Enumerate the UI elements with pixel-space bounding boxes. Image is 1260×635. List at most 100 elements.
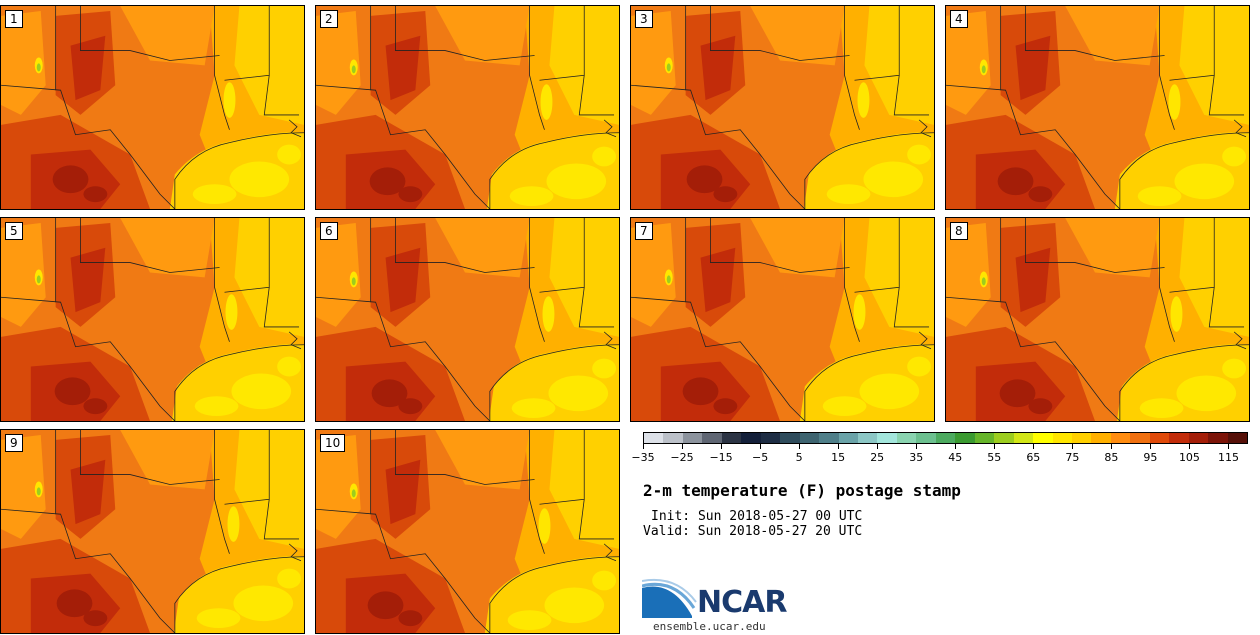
colorbar-tick-label: 55 <box>987 451 1002 464</box>
colorbar-tick-label: 85 <box>1104 451 1119 464</box>
colorbar-swatch <box>1149 433 1170 443</box>
colorbar-swatch <box>760 433 781 443</box>
ensemble-member-panel: 1 <box>0 5 305 210</box>
member-label: 7 <box>635 222 653 240</box>
colorbar-tick <box>799 444 801 449</box>
member-label: 2 <box>320 10 338 28</box>
colorbar-tick-label: 115 <box>1217 451 1239 464</box>
colorbar-tick <box>994 444 996 449</box>
colorbar-swatch <box>896 433 917 443</box>
colorbar-swatch <box>1188 433 1209 443</box>
colorbar-tick <box>955 444 957 449</box>
temperature-map <box>316 218 619 421</box>
temperature-map <box>1 218 304 421</box>
member-label: 5 <box>5 222 23 240</box>
colorbar-swatch <box>1052 433 1072 443</box>
colorbar <box>643 432 1248 444</box>
member-label: 4 <box>950 10 968 28</box>
temperature-map <box>946 218 1249 421</box>
colorbar-tick <box>838 444 840 449</box>
member-label: 10 <box>320 434 346 452</box>
ensemble-member-panel: 8 <box>945 217 1250 422</box>
member-label: 9 <box>5 434 23 452</box>
colorbar-swatch <box>1033 433 1053 443</box>
colorbar-tick <box>1189 444 1191 449</box>
colorbar-swatch <box>857 433 878 443</box>
temperature-map <box>316 6 619 209</box>
init-time: Init: Sun 2018-05-27 00 UTC <box>651 509 863 524</box>
colorbar-swatch <box>974 433 995 443</box>
temperature-map <box>631 6 934 209</box>
colorbar-tick <box>877 444 879 449</box>
ncar-logo-text: NCAR <box>697 585 787 620</box>
colorbar-tick-label: 35 <box>909 451 924 464</box>
colorbar-swatch <box>799 433 820 443</box>
colorbar-tick-label: 5 <box>795 451 803 464</box>
temperature-map <box>946 6 1249 209</box>
valid-time: Valid: Sun 2018-05-27 20 UTC <box>643 524 863 539</box>
colorbar-tick <box>1033 444 1035 449</box>
colorbar-tick-label: 65 <box>1026 451 1041 464</box>
colorbar-tick <box>1150 444 1152 449</box>
colorbar-swatch <box>1071 433 1092 443</box>
colorbar-swatch <box>819 433 839 443</box>
colorbar-swatch <box>663 433 683 443</box>
colorbar-tick <box>916 444 918 449</box>
colorbar-swatch <box>935 433 956 443</box>
ensemble-member-panel: 5 <box>0 217 305 422</box>
ensemble-member-panel: 2 <box>315 5 620 210</box>
colorbar-tick <box>643 444 644 449</box>
colorbar-tick-label: 75 <box>1065 451 1080 464</box>
ensemble-member-panel: 4 <box>945 5 1250 210</box>
colorbar-tick-label: −15 <box>709 451 733 464</box>
colorbar-swatch <box>1169 433 1189 443</box>
colorbar-tick <box>1111 444 1113 449</box>
colorbar-ticks: −35 −25 −15 −5 5 15 25 35 45 55 65 75 85 95 105 115 <box>631 444 1248 464</box>
colorbar-swatch <box>741 433 761 443</box>
ensemble-member-panel: 6 <box>315 217 620 422</box>
logo-url: ensemble.ucar.edu <box>653 620 766 633</box>
colorbar-tick <box>1072 444 1074 449</box>
colorbar-swatch <box>1013 433 1034 443</box>
temperature-map <box>1 6 304 209</box>
colorbar-swatch <box>916 433 936 443</box>
member-label: 6 <box>320 222 338 240</box>
colorbar-swatch <box>955 433 975 443</box>
colorbar-tick-label: −5 <box>751 451 769 464</box>
colorbar-tick <box>760 444 762 449</box>
colorbar-tick <box>721 444 723 449</box>
colorbar-swatch <box>721 433 742 443</box>
colorbar-swatch <box>1227 433 1248 443</box>
colorbar-swatch <box>1208 433 1228 443</box>
member-label: 1 <box>5 10 23 28</box>
ensemble-member-panel: 7 <box>630 217 935 422</box>
colorbar-tick-label: 45 <box>948 451 963 464</box>
colorbar-tick <box>1228 444 1230 449</box>
colorbar-swatch <box>780 433 800 443</box>
colorbar-swatch <box>1091 433 1111 443</box>
colorbar-swatch <box>682 433 703 443</box>
colorbar-swatch <box>644 433 664 443</box>
colorbar-swatch <box>702 433 722 443</box>
temperature-map <box>1 430 304 633</box>
colorbar-tick-label: −35 <box>631 451 655 464</box>
colorbar-tick <box>682 444 684 449</box>
ensemble-member-panel: 9 <box>0 429 305 634</box>
ncar-logo-icon <box>642 578 697 618</box>
ensemble-member-panel: 10 <box>315 429 620 634</box>
member-label: 8 <box>950 222 968 240</box>
member-label: 3 <box>635 10 653 28</box>
colorbar-swatch <box>994 433 1014 443</box>
colorbar-swatch <box>838 433 858 443</box>
colorbar-swatch <box>877 433 897 443</box>
ensemble-member-panel: 3 <box>630 5 935 210</box>
colorbar-tick-label: 105 <box>1178 451 1200 464</box>
colorbar-tick-label: 95 <box>1143 451 1158 464</box>
colorbar-tick-label: 25 <box>870 451 885 464</box>
colorbar-swatch <box>1130 433 1150 443</box>
colorbar-swatch <box>1110 433 1131 443</box>
figure-title: 2-m temperature (F) postage stamp <box>643 481 961 500</box>
temperature-map <box>316 430 619 633</box>
colorbar-tick-label: −25 <box>670 451 694 464</box>
colorbar-tick-label: 15 <box>831 451 846 464</box>
